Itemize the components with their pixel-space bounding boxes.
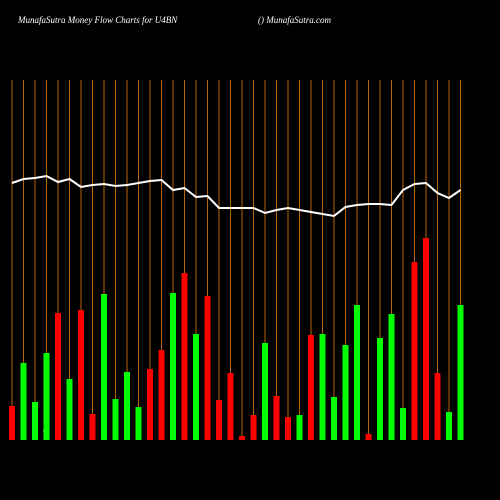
bar [78,310,84,440]
chart-subtitle: () MunafaSutra.com [258,15,331,25]
bar [55,313,61,440]
bar [446,412,452,440]
bar [170,293,176,440]
bar [411,262,418,440]
bar [20,363,27,440]
bar [112,399,119,440]
bar [308,335,314,440]
bar [273,396,280,440]
bar [400,408,406,440]
bar [124,372,130,440]
bar [101,294,107,440]
bar [354,305,360,440]
bar [285,417,291,440]
bar [193,334,199,440]
bar [365,434,372,440]
bar [135,407,142,440]
bar [158,350,165,440]
bar [227,373,234,440]
bar [216,400,222,440]
chart-title: MunafaSutra Money Flow Charts for U4BN [17,15,178,25]
bar [423,238,429,440]
bar [32,402,38,440]
bar [377,338,383,440]
bar [9,406,15,440]
money-flow-line [11,174,462,218]
bar [66,379,73,440]
bar [342,345,349,440]
bar [434,373,441,440]
bar [457,305,464,440]
bar [239,436,245,440]
bar [204,296,211,440]
bar [262,343,268,440]
bar [388,314,395,440]
bar [181,273,188,440]
bar [331,397,337,440]
bar [89,414,96,440]
bar [319,334,326,440]
bar [43,353,50,440]
bar [147,369,153,440]
bar [296,415,303,440]
bar [250,415,257,440]
